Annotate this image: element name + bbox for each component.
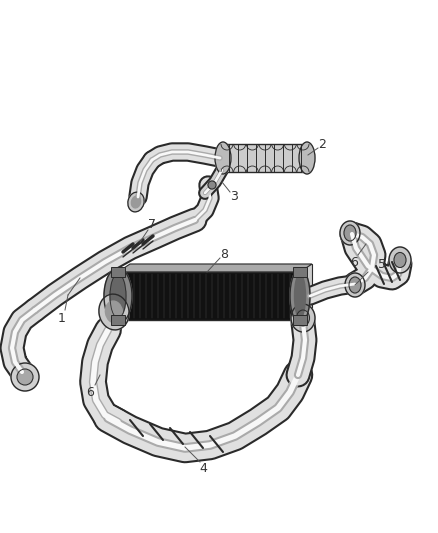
Polygon shape: [130, 264, 312, 312]
Bar: [223, 144, 308, 172]
Ellipse shape: [291, 304, 315, 332]
Ellipse shape: [215, 142, 231, 174]
Ellipse shape: [290, 269, 310, 323]
Polygon shape: [118, 264, 312, 272]
Bar: [293, 267, 307, 277]
Text: 7: 7: [148, 219, 156, 231]
Ellipse shape: [99, 294, 129, 330]
Bar: [111, 315, 125, 325]
Text: 6: 6: [350, 255, 358, 269]
Ellipse shape: [299, 142, 315, 174]
Bar: [111, 267, 125, 277]
Bar: [293, 315, 307, 325]
Ellipse shape: [345, 273, 365, 297]
Ellipse shape: [294, 274, 305, 318]
Circle shape: [11, 363, 39, 391]
Ellipse shape: [340, 221, 360, 245]
Ellipse shape: [344, 225, 356, 241]
Ellipse shape: [110, 274, 126, 318]
Ellipse shape: [106, 301, 123, 323]
Ellipse shape: [297, 310, 310, 326]
Text: 2: 2: [318, 139, 326, 151]
Ellipse shape: [131, 196, 141, 208]
Text: 6: 6: [86, 385, 94, 399]
Text: 5: 5: [378, 259, 386, 271]
Circle shape: [17, 369, 33, 385]
Text: 4: 4: [199, 462, 207, 474]
Circle shape: [208, 181, 216, 189]
Text: 8: 8: [220, 247, 228, 261]
Text: 3: 3: [230, 190, 238, 203]
Ellipse shape: [394, 253, 406, 268]
Text: 1: 1: [58, 311, 66, 325]
Bar: [118, 272, 300, 320]
Ellipse shape: [349, 277, 361, 293]
Ellipse shape: [389, 247, 411, 273]
Ellipse shape: [128, 192, 144, 212]
Ellipse shape: [104, 268, 132, 324]
